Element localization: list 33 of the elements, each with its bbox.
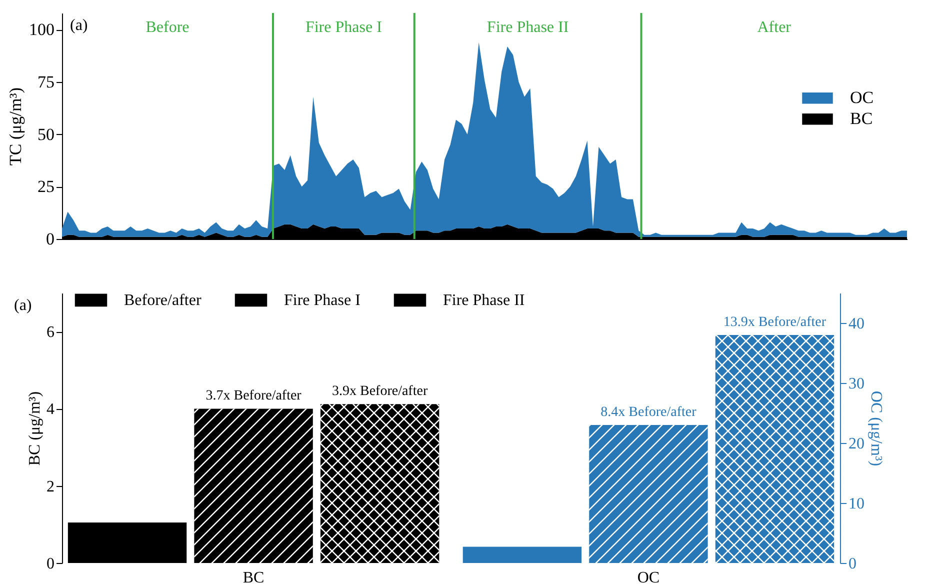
y2-tick-label: 30	[848, 376, 864, 392]
annotation: 8.4x Before/after	[600, 405, 697, 420]
y-tick-label: 50	[38, 124, 54, 144]
y-axis-title: BC (μg/m³)	[26, 391, 44, 466]
legend-label: BC	[850, 109, 873, 128]
y-tick-label: 75	[38, 72, 54, 92]
y-tick-label: 2	[46, 478, 54, 496]
annotation: After	[757, 19, 792, 36]
legend-label: Before/after	[124, 292, 202, 310]
y-tick-label: 6	[46, 324, 54, 342]
legend-label: Fire Phase II	[443, 292, 525, 310]
y-tick-label: 0	[46, 556, 54, 572]
y-axis-title: TC (μg/m³)	[6, 88, 25, 166]
text: (a)	[14, 297, 32, 314]
y-tick-label: 25	[38, 177, 54, 196]
bar	[68, 522, 187, 563]
y2-axis-title: OC (μg/m³)	[868, 390, 884, 466]
legend-label: Fire Phase I	[284, 292, 360, 310]
annotation: 3.9x Before/after	[332, 384, 428, 400]
y2-tick-label: 0	[848, 556, 856, 572]
legend-label: OC	[850, 88, 874, 108]
annotation: Fire Phase II	[486, 19, 569, 36]
annotation: 13.9x Before/after	[723, 315, 826, 330]
annotation: (a)	[70, 17, 88, 34]
y-tick-label: 0	[46, 230, 54, 248]
annotation: Fire Phase I	[305, 19, 382, 36]
annotation: Before	[146, 19, 190, 36]
y-tick-label: 4	[46, 401, 54, 418]
y2-tick-label: 10	[848, 496, 864, 512]
annotation: 3.7x Before/after	[206, 388, 302, 404]
y-tick-label: 100	[29, 20, 54, 40]
y2-tick-label: 40	[848, 316, 864, 332]
y2-tick-label: 20	[848, 436, 864, 452]
